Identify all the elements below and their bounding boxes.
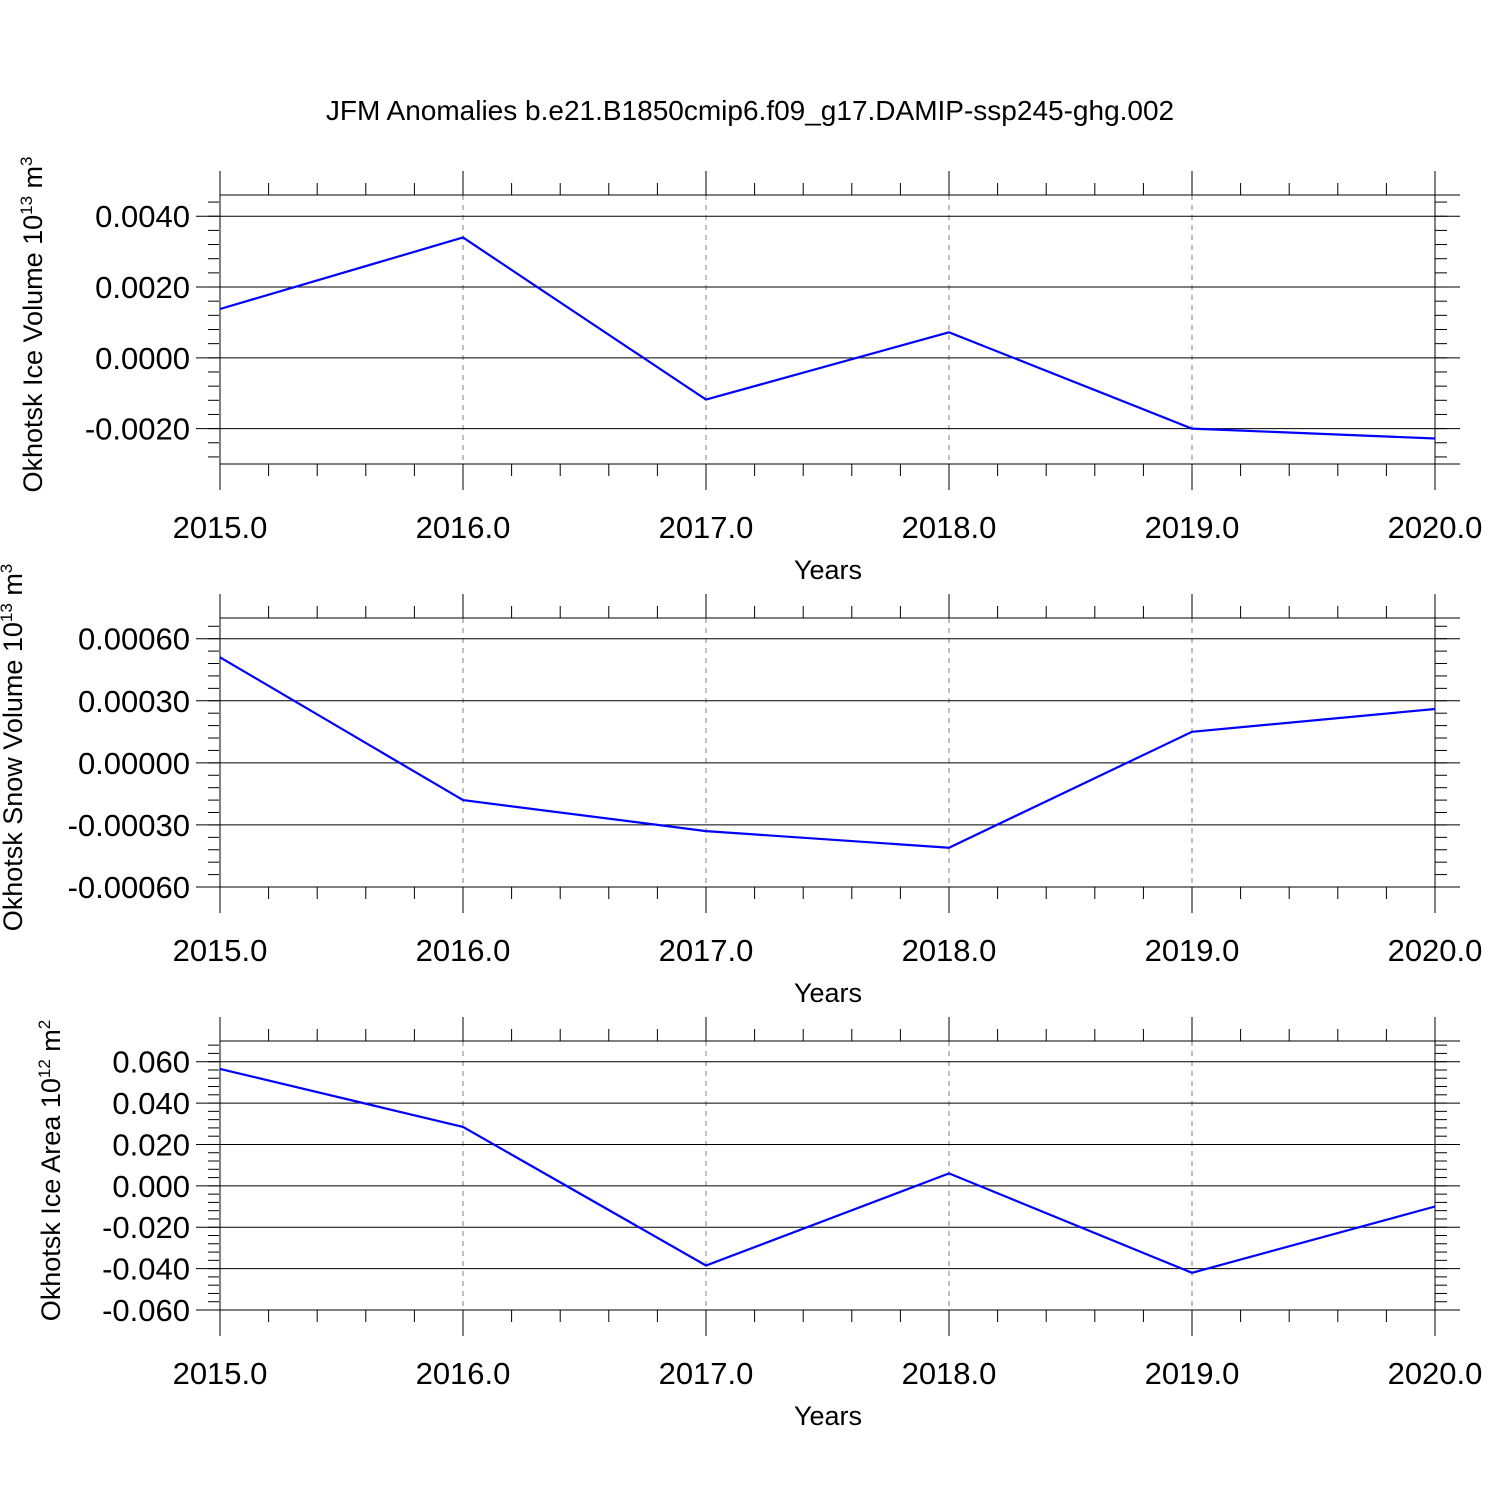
y-tick-label: 0.040 [112,1086,190,1121]
chart-panels: -0.0020 0.0000 0.0020 0.0040 2015.0 2016.0 201… [0,156,1482,1431]
y-tick-label: -0.040 [102,1252,190,1287]
y-tick-label: -0.00060 [68,870,190,905]
y-tick-label: 0.060 [112,1045,190,1080]
x-tick-label: 2020.0 [1388,933,1483,968]
y-axis-title-exp: 12 [35,1059,54,1078]
y-axis-title-exp: 13 [0,603,16,622]
series-line [219,1067,1436,1274]
y-tick-label: -0.060 [102,1293,190,1328]
y-tick-label: 0.0040 [95,199,190,234]
y-axis-title: Okhotsk Ice Area 1012 m2 [35,1020,66,1322]
y-tick-label: 0.020 [112,1127,190,1162]
y-tick-label: 0.00030 [78,684,190,719]
panel-1: -0.0020 0.0000 0.0020 0.0040 2015.0 2016.0 201… [17,156,1482,585]
y-axis-title-base: Okhotsk Snow Volume 10 [0,622,28,931]
panel-2: -0.00060 -0.00030 0.00000 0.00030 0.00060 201… [0,564,1482,1008]
x-tick-label: 2019.0 [1145,510,1240,545]
y-axis-title-base: Okhotsk Ice Area 10 [36,1078,66,1321]
x-tick-label: 2015.0 [173,1356,268,1391]
y-tick-label: 0.0020 [95,270,190,305]
y-axis-title-base: Okhotsk Ice Volume 10 [18,215,48,493]
panel-3: -0.060 -0.040 -0.020 0.000 0.020 0.040 0.060 20… [35,1017,1482,1431]
series-line [219,656,1436,849]
x-tick-label: 2017.0 [659,1356,754,1391]
y-tick-label: 0.00000 [78,746,190,781]
y-tick-label: -0.0020 [85,412,190,447]
y-axis-title: Okhotsk Snow Volume 1013 m3 [0,564,28,932]
x-tick-label: 2019.0 [1145,933,1240,968]
y-tick-label: -0.00030 [68,808,190,843]
y-tick-label: 0.00060 [78,622,190,657]
x-tick-label: 2017.0 [659,510,754,545]
y-axis-title-unit: m [36,1029,66,1059]
y-axis-title-exp: 13 [17,196,36,215]
series-line [219,236,1436,440]
y-axis-title-unit-exp: 2 [35,1020,54,1029]
x-tick-label: 2016.0 [416,933,511,968]
x-tick-label: 2018.0 [902,510,997,545]
x-axis-title: Years [794,555,862,585]
x-tick-label: 2018.0 [902,933,997,968]
y-axis-title-unit: m [0,573,28,603]
y-axis-title-unit: m [18,166,48,196]
x-tick-label: 2015.0 [173,510,268,545]
x-tick-label: 2020.0 [1388,1356,1483,1391]
y-axis-title-unit-exp: 3 [0,564,16,573]
y-tick-label: 0.0000 [95,341,190,376]
y-tick-label: -0.020 [102,1210,190,1245]
y-axis-title-unit-exp: 3 [17,156,36,165]
x-tick-label: 2016.0 [416,510,511,545]
x-tick-label: 2019.0 [1145,1356,1240,1391]
x-tick-label: 2017.0 [659,933,754,968]
y-axis-title: Okhotsk Ice Volume 1013 m3 [17,156,48,492]
x-tick-label: 2016.0 [416,1356,511,1391]
x-axis-title: Years [794,978,862,1008]
y-tick-label: 0.000 [112,1169,190,1204]
x-tick-label: 2018.0 [902,1356,997,1391]
x-tick-label: 2020.0 [1388,510,1483,545]
x-tick-label: 2015.0 [173,933,268,968]
x-axis-title: Years [794,1401,862,1431]
chart-title: JFM Anomalies b.e21.B1850cmip6.f09_g17.D… [326,95,1174,126]
